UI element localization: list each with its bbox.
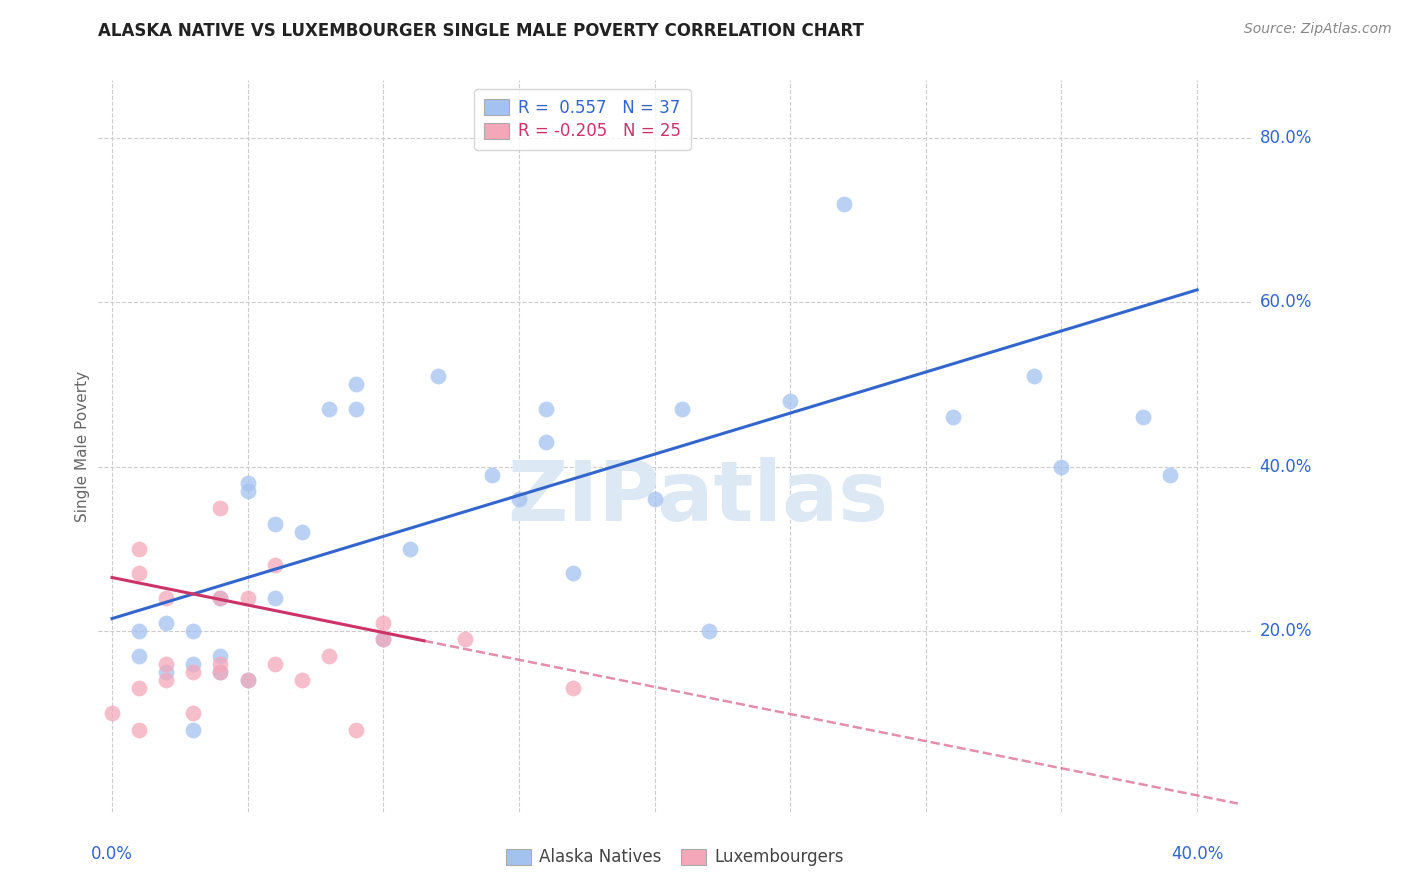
Point [155, 673, 177, 688]
Point [1159, 467, 1181, 482]
Text: 60.0%: 60.0% [1260, 293, 1312, 311]
Point [128, 541, 150, 556]
Point [155, 665, 177, 679]
Point [209, 500, 232, 515]
Point [128, 681, 150, 696]
Point [209, 591, 232, 605]
Point [291, 525, 314, 540]
Point [236, 673, 259, 688]
Point [209, 665, 232, 679]
Point [534, 434, 557, 449]
Y-axis label: Single Male Poverty: Single Male Poverty [75, 370, 90, 522]
Point [344, 402, 367, 417]
Text: 40.0%: 40.0% [1260, 458, 1312, 475]
Point [697, 624, 720, 638]
Point [183, 665, 205, 679]
Point [236, 475, 259, 490]
Point [209, 591, 232, 605]
Text: 40.0%: 40.0% [1171, 845, 1223, 863]
Point [834, 196, 856, 211]
Point [183, 624, 205, 638]
Point [1050, 459, 1073, 474]
Point [183, 657, 205, 671]
Point [534, 402, 557, 417]
Point [426, 369, 449, 384]
Text: Source: ZipAtlas.com: Source: ZipAtlas.com [1244, 22, 1392, 37]
Point [291, 673, 314, 688]
Point [942, 410, 965, 425]
Point [1024, 369, 1046, 384]
Point [263, 591, 285, 605]
Point [318, 648, 340, 663]
Point [128, 648, 150, 663]
Point [128, 566, 150, 581]
Point [155, 657, 177, 671]
Point [236, 484, 259, 499]
Point [155, 615, 177, 630]
Legend: Alaska Natives, Luxembourgers: Alaska Natives, Luxembourgers [499, 841, 851, 873]
Point [562, 566, 585, 581]
Point [344, 723, 367, 737]
Point [236, 673, 259, 688]
Point [236, 591, 259, 605]
Point [373, 615, 395, 630]
Point [344, 377, 367, 392]
Point [779, 393, 801, 408]
Point [263, 517, 285, 532]
Point [183, 723, 205, 737]
Text: 20.0%: 20.0% [1260, 622, 1312, 640]
Point [263, 657, 285, 671]
Text: 80.0%: 80.0% [1260, 128, 1312, 147]
Point [562, 681, 585, 696]
Point [644, 492, 666, 507]
Point [671, 402, 693, 417]
Point [508, 492, 530, 507]
Point [1132, 410, 1154, 425]
Point [209, 665, 232, 679]
Point [318, 402, 340, 417]
Point [128, 723, 150, 737]
Point [373, 632, 395, 647]
Text: ALASKA NATIVE VS LUXEMBOURGER SINGLE MALE POVERTY CORRELATION CHART: ALASKA NATIVE VS LUXEMBOURGER SINGLE MAL… [98, 22, 865, 40]
Point [209, 657, 232, 671]
Point [155, 591, 177, 605]
Point [183, 706, 205, 720]
Point [481, 467, 503, 482]
Point [128, 624, 150, 638]
Point [263, 558, 285, 573]
Text: 0.0%: 0.0% [91, 845, 134, 863]
Point [399, 541, 422, 556]
Text: ZIPatlas: ZIPatlas [508, 457, 889, 538]
Point [373, 632, 395, 647]
Point [209, 648, 232, 663]
Point [453, 632, 475, 647]
Point [101, 706, 124, 720]
